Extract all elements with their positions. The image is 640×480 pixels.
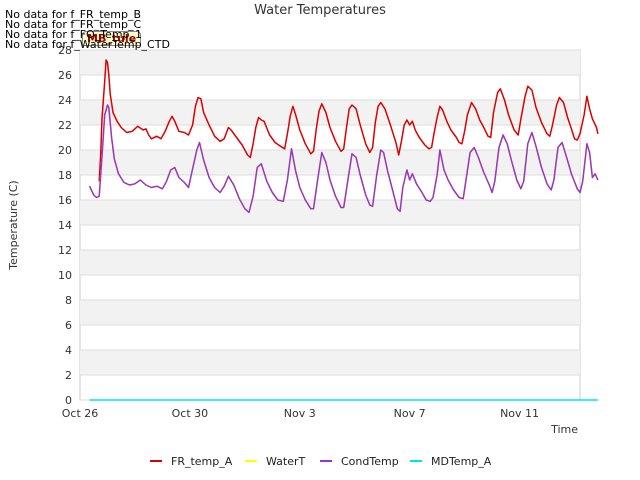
x-axis-ticks: Oct 26 Oct 30 Nov 3 Nov 7 Nov 11: [62, 407, 539, 420]
y-tick-label: 22: [58, 119, 72, 132]
y-tick-label: 26: [58, 69, 72, 82]
no-data-message-1: No data for f_FR_temp_B: [5, 8, 142, 21]
y-tick-label: 24: [58, 94, 72, 107]
series-line-FR_temp_A: [98, 59, 599, 182]
y-tick-label: 4: [65, 344, 72, 357]
x-tick-label: Oct 30: [172, 407, 209, 420]
site-badge: MB_tule: [82, 31, 142, 46]
series-line-CondTemp: [88, 104, 599, 214]
grid-band: [80, 100, 580, 125]
series-lines: [88, 59, 599, 401]
x-tick-label: Nov 11: [500, 407, 539, 420]
y-tick-label: 20: [58, 144, 72, 157]
chart-title: Water Temperatures: [254, 3, 386, 18]
legend-label-CondTemp: CondTemp: [341, 455, 399, 468]
y-tick-label: 0: [65, 394, 72, 407]
legend-label-FR_temp_A: FR_temp_A: [171, 455, 233, 468]
x-tick-label: Nov 3: [284, 407, 316, 420]
grid-band: [80, 50, 580, 75]
x-tick-label: Oct 26: [62, 407, 99, 420]
grid-band: [80, 200, 580, 225]
legend-label-WaterT: WaterT: [266, 455, 306, 468]
no-data-message-3: No data for f_FO_Temp_1: [5, 28, 143, 41]
x-axis-label: Time: [550, 423, 578, 436]
grid-bands: [80, 50, 580, 375]
grid-band: [80, 350, 580, 375]
y-tick-label: 16: [58, 194, 72, 207]
y-tick-label: 14: [58, 219, 72, 232]
no-data-message-4: No data for f_WaterTemp_CTD: [5, 38, 170, 51]
grid-band: [80, 250, 580, 275]
grid-band: [80, 300, 580, 325]
y-axis-label: Temperature (C): [7, 180, 20, 270]
no-data-message-2: No data for f_FR_temp_C: [5, 18, 142, 31]
y-tick-label: 12: [58, 244, 72, 257]
y-tick-label: 10: [58, 269, 72, 282]
y-tick-label: 28: [58, 44, 72, 57]
y-tick-label: 2: [65, 369, 72, 382]
y-tick-label: 8: [65, 294, 72, 307]
legend: FR_temp_A WaterT CondTemp MDTemp_A: [150, 455, 492, 468]
legend-label-MDTemp_A: MDTemp_A: [431, 455, 492, 468]
y-tick-label: 6: [65, 319, 72, 332]
x-tick-label: Nov 7: [394, 407, 426, 420]
grid-band: [80, 150, 580, 175]
y-tick-label: 18: [58, 169, 72, 182]
